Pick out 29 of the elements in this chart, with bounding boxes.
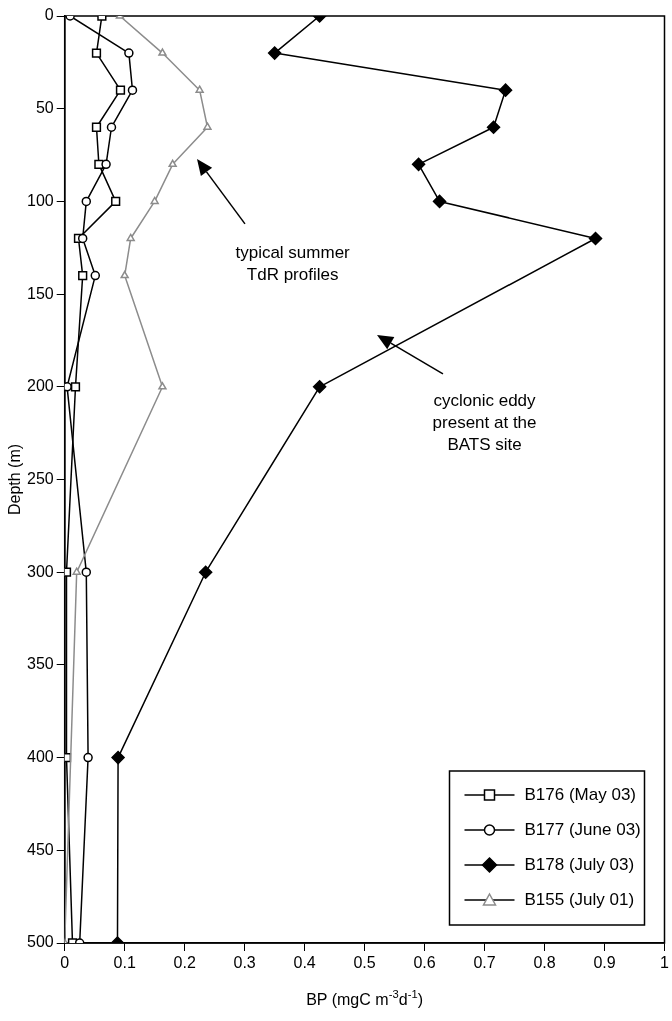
legend-label: B155 (July 01) [524, 889, 635, 909]
y-tick-label: 250 [26, 469, 54, 487]
y-tick-label: 400 [26, 748, 54, 766]
y-tick-label: 300 [26, 562, 54, 580]
x-tick-label: 0 [60, 954, 70, 972]
annotation: cyclonic eddy present at the BATS site [432, 391, 537, 455]
y-tick-label: 0 [44, 6, 54, 24]
x-tick-label: 0.7 [473, 954, 496, 972]
x-tick-label: 0.4 [293, 954, 316, 972]
x-tick-label: 1 [660, 954, 670, 972]
y-tick-label: 500 [26, 933, 54, 951]
y-tick-label: 150 [26, 284, 54, 302]
x-tick-label: 0.3 [233, 954, 256, 972]
legend-label: B177 (June 03) [524, 819, 641, 839]
y-tick-label: 100 [26, 191, 54, 209]
y-tick-label: 50 [35, 99, 54, 117]
y-axis-title: Depth (m) [6, 443, 24, 516]
x-tick-label: 0.9 [593, 954, 616, 972]
x-tick-label: 0.1 [113, 954, 136, 972]
y-tick-label: 450 [26, 840, 54, 858]
x-tick-label: 0.2 [173, 954, 196, 972]
legend-label: B178 (July 03) [524, 854, 635, 874]
y-tick-label: 200 [26, 377, 54, 395]
x-tick-label: 0.5 [353, 954, 376, 972]
x-tick-label: 0.8 [533, 954, 556, 972]
y-tick-label: 350 [26, 655, 54, 673]
annotation: typical summer TdR profiles [235, 243, 351, 284]
x-tick-label: 0.6 [413, 954, 436, 972]
legend-label: B176 (May 03) [524, 784, 636, 804]
